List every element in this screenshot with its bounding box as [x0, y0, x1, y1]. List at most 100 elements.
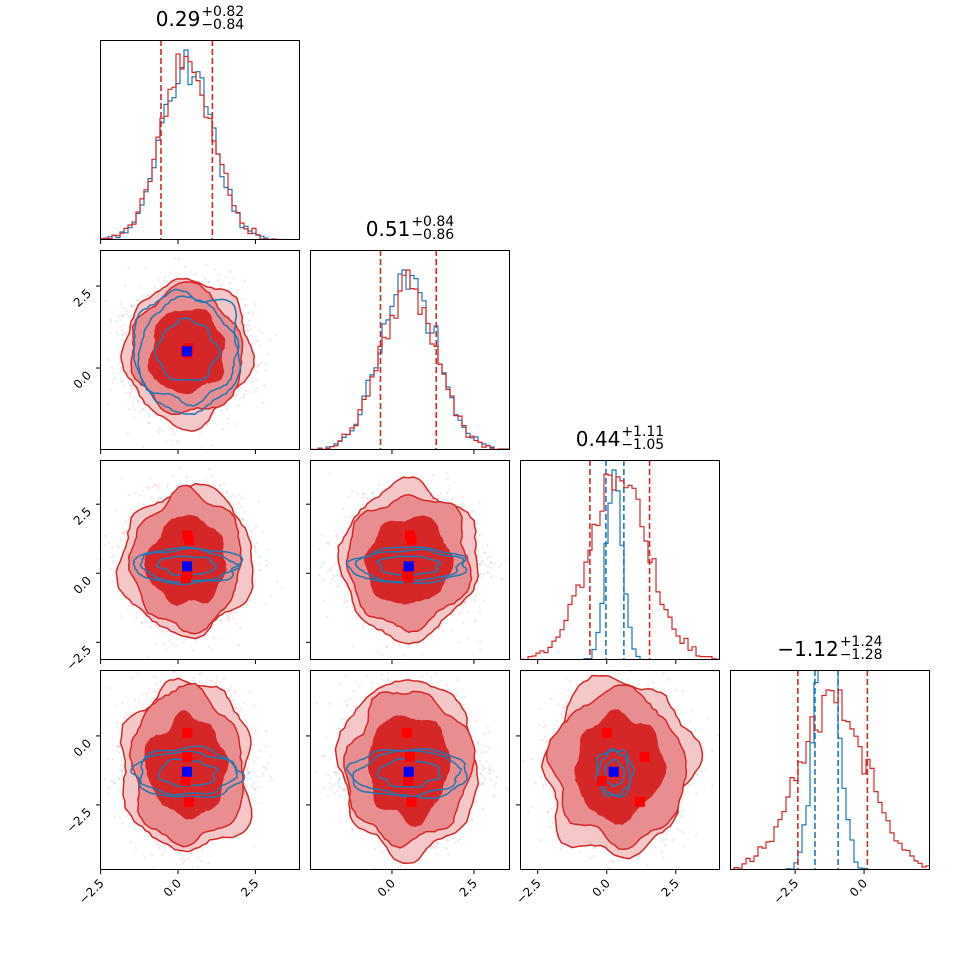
scatter-point-blue [230, 269, 233, 272]
scatter-point-red [256, 340, 260, 343]
scatter-point-red [335, 585, 338, 588]
scatter-point-red [109, 567, 112, 570]
scatter-point-red [166, 482, 169, 485]
scatter-point-red [450, 497, 454, 501]
scatter-point-red [172, 475, 175, 478]
scatter-point-red [253, 303, 256, 306]
scatter-point-red [118, 816, 122, 819]
scatter-point-blue [489, 772, 492, 775]
scatter-point-blue [103, 777, 107, 780]
scatter-point-red [177, 273, 180, 276]
scatter-point-red [494, 562, 497, 565]
scatter-point-blue [275, 580, 279, 583]
scatter-point-red [181, 430, 184, 433]
scatter-point-red [183, 859, 186, 862]
scatter-point-red [138, 410, 142, 413]
scatter-point-red [479, 640, 482, 643]
scatter-point-red [329, 472, 332, 476]
blue-contour [130, 745, 245, 798]
scatter-point-blue [117, 776, 121, 780]
panel-frame [520, 460, 720, 660]
scatter-point-red [356, 492, 359, 495]
scatter-point-red [115, 721, 118, 724]
scatter-point-red [331, 566, 334, 569]
scatter-point-red [350, 489, 354, 493]
scatter-point-red [125, 530, 128, 533]
scatter-point-blue [130, 304, 133, 308]
scatter-point-red [483, 551, 486, 555]
scatter-point-red [119, 325, 122, 328]
scatter-point-red [446, 684, 449, 687]
scatter-point-red [492, 793, 496, 797]
scatter-point-red [551, 821, 554, 824]
scatter-point-red [127, 604, 130, 607]
scatter-point-blue [486, 565, 489, 568]
scatter-point-red [220, 408, 224, 412]
scatter-point-red [348, 516, 351, 519]
scatter-point-red [431, 682, 434, 686]
scatter-point-blue [121, 332, 124, 336]
scatter-point-blue [158, 426, 161, 430]
scatter-point-blue [335, 773, 338, 777]
scatter-point-red [221, 428, 225, 431]
scatter-point-blue [111, 555, 115, 558]
scatter-point-blue [257, 785, 260, 789]
scatter-point-red [473, 801, 476, 804]
scatter-point-red [403, 654, 406, 657]
scatter-point-red [337, 537, 340, 540]
scatter-point-red [222, 677, 225, 681]
scatter-point-red [489, 769, 492, 772]
scatter-point-red [484, 551, 487, 554]
scatter-point-red [137, 701, 141, 704]
scatter-point-red [117, 745, 121, 748]
scatter-point-red [151, 485, 154, 488]
scatter-point-red [232, 616, 235, 620]
scatter-point-red [377, 483, 381, 487]
scatter-point-red [248, 691, 252, 694]
scatter-point-red [131, 676, 134, 680]
scatter-point-red [455, 679, 458, 682]
scatter-point-blue [128, 383, 132, 387]
scatter-point-red [320, 533, 323, 537]
scatter-point-blue [475, 552, 479, 556]
scatter-point-red [455, 694, 458, 697]
scatter-point-red [484, 745, 488, 748]
scatter-point-red [342, 601, 346, 604]
scatter-point-blue [137, 399, 140, 402]
scatter-point-red [240, 497, 244, 500]
scatter-point-blue [335, 771, 339, 775]
scatter-point-blue [119, 756, 123, 759]
scatter-point-red [383, 670, 385, 671]
scatter-point-red [163, 849, 167, 852]
scatter-point-red [156, 626, 159, 629]
scatter-point-red [368, 901, 370, 903]
scatter-point-red [128, 392, 131, 395]
scatter-point-red [237, 643, 241, 647]
scatter-point-red [420, 675, 424, 679]
scatter-point-blue [252, 349, 255, 352]
scatter-point-red [165, 630, 169, 633]
scatter-point-blue [116, 333, 119, 336]
scatter-point-red [218, 619, 221, 622]
scatter-point-red [115, 509, 118, 513]
scatter-point-red [361, 496, 364, 500]
scatter-point-red [236, 289, 239, 292]
scatter-point-red [142, 294, 145, 297]
scatter-point-red [392, 642, 395, 646]
blue-contour [376, 758, 443, 789]
scatter-point-blue [127, 315, 130, 318]
scatter-point-red [140, 621, 144, 624]
scatter-point-red [478, 610, 482, 613]
scatter-point-red [531, 758, 534, 761]
scatter-point-blue [260, 361, 263, 365]
scatter-point-red [161, 630, 164, 634]
scatter-point-red [379, 630, 383, 633]
scatter-point-red [461, 664, 463, 666]
scatter-point-red [153, 689, 156, 693]
scatter-point-red [372, 866, 375, 869]
scatter-point-red [132, 404, 135, 408]
scatter-point-red [473, 599, 476, 602]
scatter-point-blue [130, 305, 134, 308]
scatter-point-blue [122, 384, 126, 387]
scatter-point-red [137, 502, 140, 505]
